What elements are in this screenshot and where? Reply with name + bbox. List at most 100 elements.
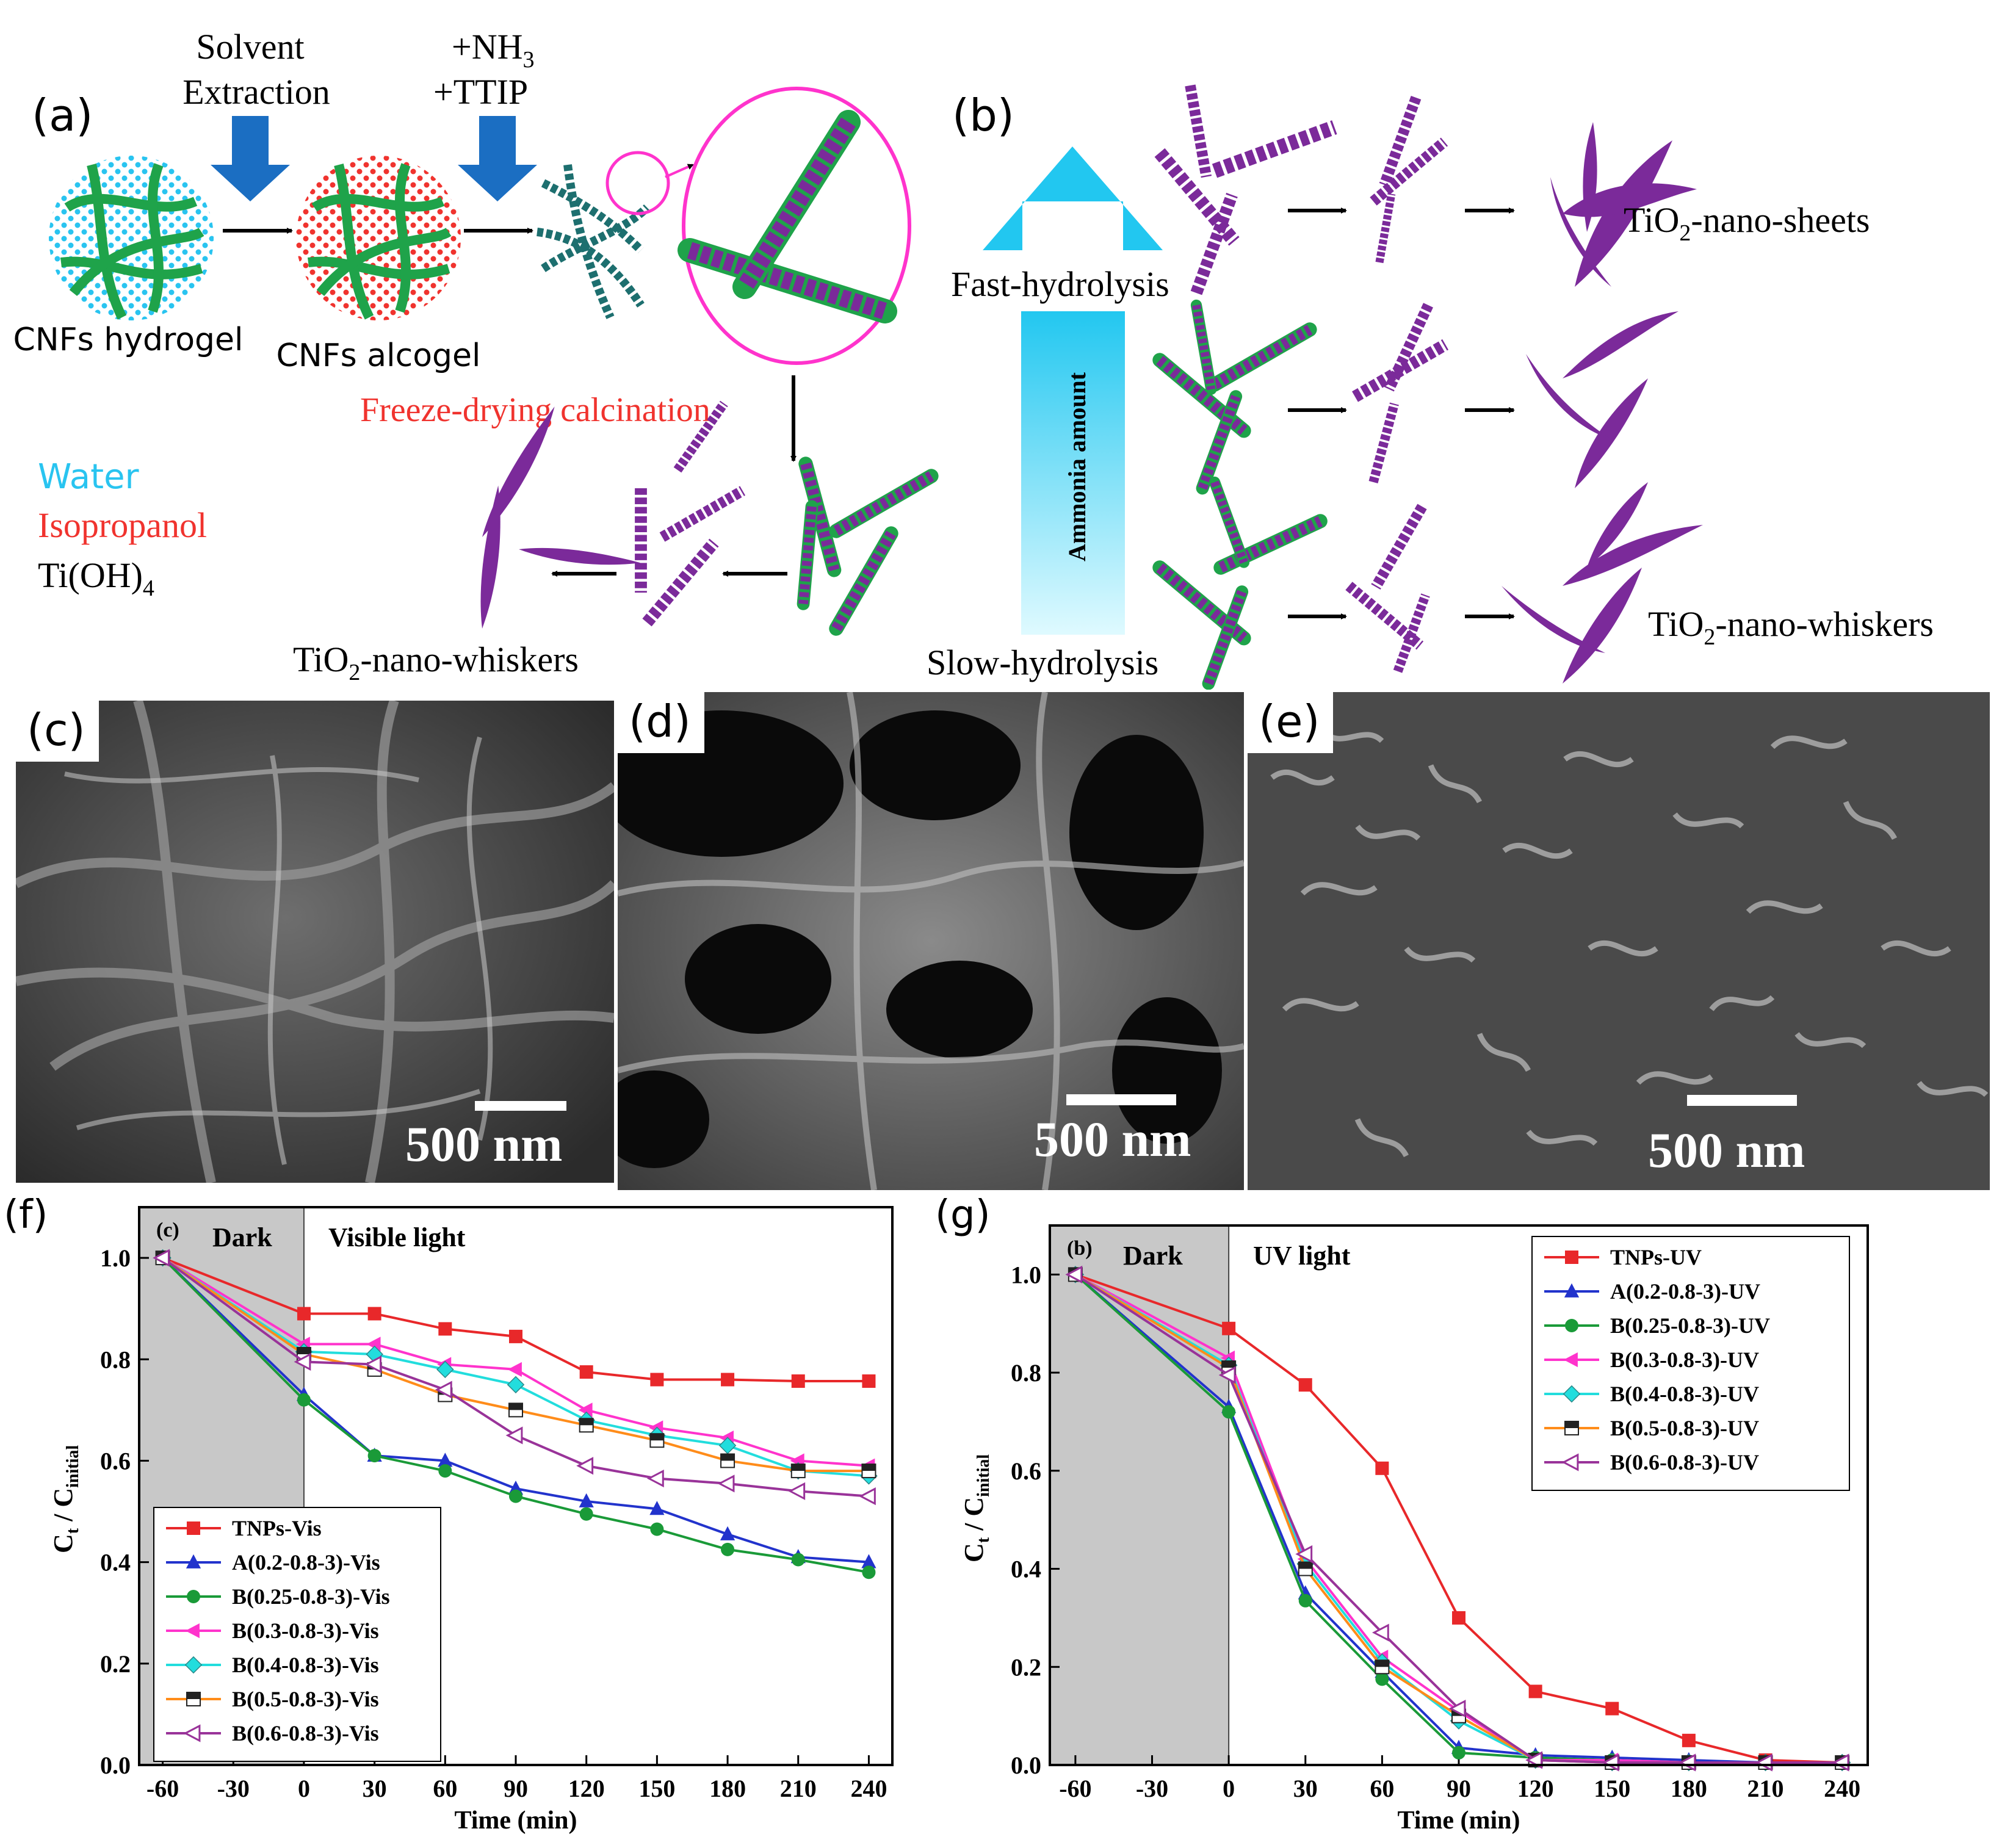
panel-b-label: (b) [952, 90, 1014, 141]
whiskers-a-label: TiO2-nano-whiskers [293, 640, 579, 685]
chart-f-point [367, 1307, 381, 1321]
slow-hydrolysis-label: Slow-hydrolysis [927, 643, 1158, 682]
b-row2-whiskers-icon [1526, 311, 1679, 488]
chart-g-point [1371, 1623, 1389, 1642]
chart-g-legend-entry: A(0.2-0.8-3)-UV [1610, 1279, 1760, 1304]
chart-g-panel-label: (g) [935, 1193, 991, 1238]
chart-g-point [1602, 1753, 1619, 1772]
chart-f-point [790, 1464, 806, 1479]
freeze-drying-label: Freeze-drying calcination [360, 391, 710, 429]
chart-f-legend-marker [184, 1656, 203, 1674]
chart-g-legend-marker [1563, 1352, 1578, 1368]
chart-f-point [788, 1482, 806, 1500]
chart-g-legend-marker [1563, 1385, 1581, 1403]
chart-f-legend-marker [187, 1590, 200, 1603]
chart-f-point [578, 1402, 593, 1418]
chart-g-ytick-label: 0.2 [1011, 1653, 1041, 1681]
chart-f-series-line [162, 1257, 869, 1574]
chart-g-xtick-label: 240 [1824, 1775, 1860, 1802]
chart-f-xtick-label: 150 [638, 1775, 675, 1802]
b-row3-whiskers-icon [1502, 482, 1703, 684]
chart-g-legend-entry: B(0.6-0.8-3)-UV [1610, 1450, 1759, 1474]
chart-f-legend-marker [183, 1724, 201, 1742]
chart-g-series-line [1074, 1273, 1843, 1764]
chart-f-point [508, 1402, 523, 1418]
legend-tioh4: Ti(OH)4 [38, 555, 154, 601]
b-row2-beads [1355, 305, 1445, 482]
zoom-ellipse [678, 87, 911, 365]
panel-a-label: (a) [32, 90, 93, 141]
chart-f-xtick-label: 210 [780, 1775, 817, 1802]
chart-f-frame [138, 1206, 894, 1766]
b-row3-coated [1160, 482, 1320, 684]
hydrogel-label: CNFs hydrogel [13, 322, 244, 358]
scale-label-c: 500 nm [405, 1116, 563, 1172]
chart-f-point [649, 1433, 665, 1448]
chart-f-point [507, 1362, 522, 1377]
chart-f-xtick-label: 0 [298, 1775, 310, 1802]
chart-g-ylabel: Ct / Cinitial [959, 1454, 993, 1562]
chart-g-point [1679, 1753, 1696, 1772]
chart-f-point [650, 1373, 664, 1387]
chart-f-ytick-label: 0.0 [100, 1752, 131, 1779]
nano-whiskers-b-label: TiO2-nano-whiskers [1648, 604, 1934, 650]
chart-g-series-line [1075, 1273, 1843, 1764]
b-row1-coated [1160, 85, 1334, 293]
chart-g-legend [1531, 1236, 1850, 1491]
chart-f-ytick-label: 1.0 [100, 1244, 131, 1272]
chart-g-point [1298, 1594, 1312, 1608]
chart-g-point [1222, 1405, 1236, 1419]
chart-f-point [153, 1249, 170, 1267]
b-row1-sheets-icon [1550, 122, 1697, 287]
coated-network-icon [537, 164, 650, 319]
chart-f-point [579, 1418, 594, 1433]
scale-bar-e [1687, 1095, 1797, 1106]
chart-g-xtick-label: 60 [1370, 1775, 1394, 1802]
chart-g-legend-marker [1565, 1319, 1578, 1332]
chart-f-xlabel: Time (min) [454, 1806, 577, 1835]
chart-f-legend [153, 1507, 441, 1762]
chart-f-legend-marker [186, 1692, 201, 1706]
chart-f-legend-marker [185, 1623, 200, 1639]
chart-f-legend-marker [186, 1554, 201, 1568]
chart-g-ytick-label: 0.4 [1011, 1556, 1041, 1583]
chart-f-legend-entry: B(0.5-0.8-3)-Vis [232, 1687, 379, 1711]
chart-f-light-label: Visible light [328, 1222, 466, 1252]
step2-nh3: +NH3 [452, 27, 534, 73]
chart-g-point [1298, 1378, 1312, 1392]
chart-f-point [438, 1322, 452, 1336]
chart-g-xtick-label: 120 [1517, 1775, 1554, 1802]
chart-f-point [717, 1474, 735, 1493]
chart-f-point [861, 1554, 876, 1568]
chart-g-point [1065, 1265, 1083, 1283]
chart-g-frame [1049, 1224, 1869, 1766]
chart-g-xtick-label: 30 [1293, 1775, 1318, 1802]
chart-g-legend-entry: B(0.4-0.8-3)-UV [1610, 1382, 1759, 1406]
chart-g-point [1682, 1733, 1696, 1747]
chart-f-xtick-label: 180 [709, 1775, 746, 1802]
chart-g-legend-marker [1561, 1453, 1579, 1471]
chart-f-xtick-label: -60 [146, 1775, 179, 1802]
chart-f-point [297, 1393, 311, 1407]
chart-g-series-0 [1068, 1268, 1849, 1769]
chart-g-series-6 [1065, 1265, 1849, 1772]
chart-f-xtick-label: -30 [217, 1775, 250, 1802]
chart-f-point [297, 1307, 311, 1321]
sem-image-e: (e) 500 nm [1248, 692, 1990, 1190]
chart-f-ytick-label: 0.8 [100, 1346, 131, 1373]
coated-rods-icon [803, 464, 931, 629]
ammonia-label: Ammonia amount [1063, 372, 1091, 561]
schematic-panels: (a) Solvent Extraction +NH3 +TTIP CNFs h… [13, 27, 1934, 690]
chart-f-legend-entry: B(0.25-0.8-3)-Vis [232, 1584, 390, 1609]
chart-f-point [859, 1487, 876, 1506]
chart-f-xtick-label: 90 [504, 1775, 528, 1802]
step1-line2: Extraction [182, 72, 330, 112]
chart-g-point [1755, 1753, 1773, 1772]
chart-f-point [438, 1464, 452, 1478]
chart-g-legend-marker [1565, 1251, 1578, 1264]
ammonia-bar [1021, 311, 1125, 635]
chart-f-point [579, 1365, 593, 1379]
scale-bar-c [475, 1101, 566, 1111]
chart-f-series-line [162, 1257, 869, 1473]
chart-g-dark-label: Dark [1123, 1241, 1183, 1271]
